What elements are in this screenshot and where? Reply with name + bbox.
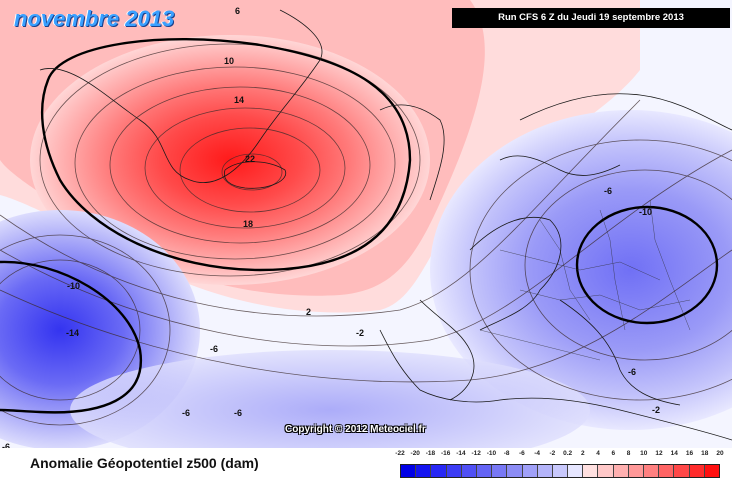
contour-label: -6 (604, 186, 612, 196)
contour-label: -10 (639, 207, 652, 217)
legend-tick-label: -8 (503, 450, 510, 457)
contour-label: -14 (66, 328, 79, 338)
legend-color-swatch (507, 465, 523, 477)
legend-color-swatch (552, 465, 569, 477)
legend-color-swatch (416, 465, 432, 477)
map-caption: Anomalie Géopotentiel z500 (dam) (30, 455, 259, 471)
legend-color-swatch (644, 465, 660, 477)
contour-label: 10 (224, 56, 234, 66)
legend-color-swatch (431, 465, 447, 477)
contour-label: -6 (2, 442, 10, 448)
contour-label: -2 (356, 328, 364, 338)
legend-color-swatch (659, 465, 675, 477)
contour-label: -6 (182, 408, 190, 418)
legend-tick-label: 14 (670, 450, 678, 457)
legend-color-swatch (401, 465, 417, 477)
color-scale-tick-labels: -22 -20 -18 -16 -14 -12 -10 -8 -6 -4 -2 0.2 2 4 6 8 10 12… (395, 450, 724, 462)
country-borders (479, 199, 691, 361)
geopotential-anomaly-map: 6 10 14 22 18 2 -2 -6 -10 -14 -6 -6 -6 -… (0, 0, 732, 448)
legend-tick-label: 18 (701, 450, 709, 457)
month-title: novembre 2013 (14, 6, 175, 31)
contour-label: 22 (245, 154, 255, 164)
legend-tick-label: -10 (486, 450, 497, 457)
color-scale-legend: -22 -20 -18 -16 -14 -12 -10 -8 -6 -4 -2 0.2 2 4 6 8 10 12… (395, 450, 724, 484)
legend-color-swatch (522, 465, 538, 477)
run-info-banner: Run CFS 6 Z du Jeudi 19 septembre 2013 (452, 8, 730, 28)
color-scale-bar (400, 464, 720, 478)
legend-tick-label: -2 (549, 450, 556, 457)
legend-tick-label: 12 (655, 450, 663, 457)
legend-tick-label: 0.2 (563, 450, 573, 457)
legend-tick-label: -22 (395, 450, 405, 457)
copyright-notice: Copyright © 2012 Meteociel.fr (285, 424, 426, 435)
legend-color-swatch (568, 465, 584, 477)
legend-tick-label: -16 (441, 450, 451, 457)
legend-tick-label: -4 (534, 450, 541, 457)
legend-tick-label: -6 (519, 450, 525, 457)
legend-tick-label: -14 (456, 450, 466, 457)
contour-label: -2 (652, 405, 660, 415)
legend-color-swatch (613, 465, 629, 477)
contour-label: 2 (306, 307, 311, 317)
legend-tick-label: -18 (425, 450, 436, 457)
legend-color-swatch (492, 465, 508, 477)
legend-tick-label: 4 (596, 450, 600, 457)
legend-tick-label: 20 (716, 450, 724, 457)
legend-tick-label: 6 (611, 450, 616, 457)
legend-color-swatch (704, 465, 719, 477)
contour-label-group: 6 10 14 22 18 2 -2 -6 -10 -14 -6 -6 -6 -… (2, 6, 660, 448)
legend-color-swatch (628, 465, 644, 477)
legend-color-swatch (583, 465, 599, 477)
legend-color-swatch (446, 465, 462, 477)
legend-color-swatch (476, 465, 493, 477)
contour-label: 18 (243, 219, 253, 229)
legend-color-swatch (674, 465, 690, 477)
legend-tick-label: 10 (640, 450, 648, 457)
legend-color-swatch (689, 465, 705, 477)
legend-tick-label: 16 (685, 450, 694, 457)
legend-tick-label: -20 (410, 450, 420, 457)
contour-label: -10 (67, 281, 80, 291)
contour-label: -6 (628, 367, 636, 377)
contour-label: -6 (210, 344, 218, 354)
contour-label: -6 (234, 408, 242, 418)
contour-label: 14 (234, 95, 244, 105)
legend-tick-label: 8 (626, 450, 631, 457)
coastlines (39, 9, 732, 441)
legend-tick-label: -12 (471, 450, 481, 457)
major-contours (0, 38, 719, 414)
legend-color-swatch (461, 465, 477, 477)
negative-anomaly-south (70, 350, 590, 448)
contour-lines (0, 43, 732, 426)
legend-color-swatch (537, 465, 553, 477)
legend-color-swatch (598, 465, 614, 477)
legend-tick-label: 2 (581, 450, 585, 457)
contour-label: 6 (235, 6, 240, 16)
